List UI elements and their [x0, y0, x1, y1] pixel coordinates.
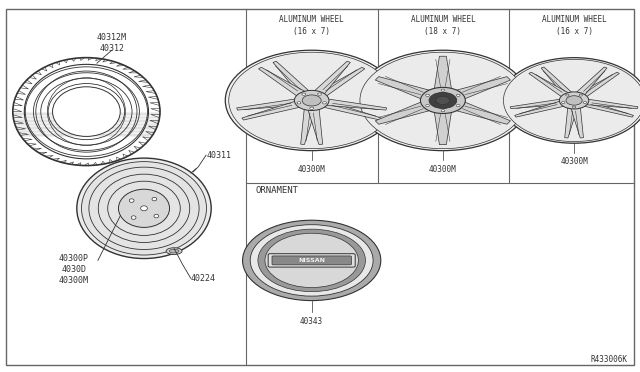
Text: ALUMINUM WHEEL
(16 x 7): ALUMINUM WHEEL (16 x 7) — [541, 15, 607, 36]
Text: ALUMINUM WHEEL
(16 x 7): ALUMINUM WHEEL (16 x 7) — [279, 15, 344, 36]
Polygon shape — [375, 77, 431, 99]
Polygon shape — [584, 101, 634, 117]
Polygon shape — [259, 67, 305, 96]
Polygon shape — [237, 99, 298, 110]
Text: NISSAN: NISSAN — [298, 258, 325, 263]
Ellipse shape — [323, 102, 326, 104]
Ellipse shape — [243, 220, 381, 301]
Ellipse shape — [152, 197, 157, 201]
Text: 40300M: 40300M — [560, 157, 588, 166]
Ellipse shape — [456, 94, 460, 96]
Ellipse shape — [141, 206, 147, 211]
Ellipse shape — [228, 52, 395, 149]
Ellipse shape — [154, 214, 159, 218]
Polygon shape — [571, 108, 584, 138]
Ellipse shape — [436, 96, 450, 105]
Ellipse shape — [302, 93, 306, 95]
Ellipse shape — [572, 106, 576, 108]
Polygon shape — [515, 101, 564, 117]
Ellipse shape — [429, 92, 457, 109]
Ellipse shape — [420, 87, 465, 113]
Polygon shape — [564, 108, 577, 138]
Text: 40343: 40343 — [300, 317, 323, 326]
Ellipse shape — [131, 216, 136, 219]
Ellipse shape — [258, 229, 365, 292]
Ellipse shape — [118, 189, 170, 227]
Ellipse shape — [566, 94, 569, 96]
Text: 40312M
40312: 40312M 40312 — [97, 33, 127, 53]
Polygon shape — [541, 67, 572, 95]
Polygon shape — [273, 61, 309, 94]
Ellipse shape — [169, 249, 179, 253]
Polygon shape — [435, 112, 451, 145]
Polygon shape — [435, 56, 451, 89]
Ellipse shape — [294, 90, 329, 110]
Polygon shape — [586, 99, 638, 109]
Ellipse shape — [356, 50, 529, 151]
Ellipse shape — [297, 102, 301, 104]
Polygon shape — [510, 99, 562, 109]
Polygon shape — [375, 102, 431, 124]
Ellipse shape — [500, 58, 640, 143]
Polygon shape — [314, 61, 350, 94]
Ellipse shape — [302, 95, 321, 106]
Ellipse shape — [426, 105, 429, 107]
Polygon shape — [580, 72, 620, 97]
Text: 40224: 40224 — [191, 274, 216, 283]
Text: 40300M: 40300M — [298, 165, 326, 174]
Polygon shape — [326, 99, 387, 110]
Polygon shape — [529, 72, 568, 97]
Ellipse shape — [583, 102, 587, 103]
Ellipse shape — [310, 107, 314, 109]
Polygon shape — [301, 109, 316, 144]
Ellipse shape — [250, 225, 373, 296]
Ellipse shape — [52, 87, 120, 137]
Ellipse shape — [317, 93, 321, 95]
Text: R433006K: R433006K — [590, 355, 627, 364]
Ellipse shape — [566, 96, 582, 105]
Ellipse shape — [166, 248, 182, 254]
Text: 40311: 40311 — [206, 151, 231, 160]
Ellipse shape — [81, 161, 207, 255]
Ellipse shape — [360, 52, 526, 149]
Polygon shape — [308, 109, 323, 144]
Text: 40300M: 40300M — [429, 165, 457, 174]
Polygon shape — [323, 101, 381, 120]
Ellipse shape — [265, 233, 358, 288]
FancyBboxPatch shape — [268, 254, 355, 267]
Ellipse shape — [129, 199, 134, 202]
Text: 40300P
4030D
40300M: 40300P 4030D 40300M — [59, 254, 88, 285]
Polygon shape — [577, 67, 607, 95]
FancyBboxPatch shape — [272, 256, 351, 265]
Ellipse shape — [225, 50, 398, 151]
Ellipse shape — [579, 94, 582, 96]
Ellipse shape — [504, 60, 640, 141]
Text: ORNAMENT: ORNAMENT — [256, 186, 299, 195]
Ellipse shape — [77, 158, 211, 259]
Ellipse shape — [561, 102, 565, 103]
Polygon shape — [455, 77, 511, 99]
Text: ALUMINUM WHEEL
(18 x 7): ALUMINUM WHEEL (18 x 7) — [410, 15, 476, 36]
Ellipse shape — [426, 94, 429, 96]
Ellipse shape — [559, 92, 589, 109]
Polygon shape — [455, 102, 511, 124]
Ellipse shape — [441, 110, 445, 112]
Ellipse shape — [441, 89, 445, 91]
Polygon shape — [318, 67, 365, 96]
Ellipse shape — [456, 105, 460, 107]
Polygon shape — [242, 101, 300, 120]
